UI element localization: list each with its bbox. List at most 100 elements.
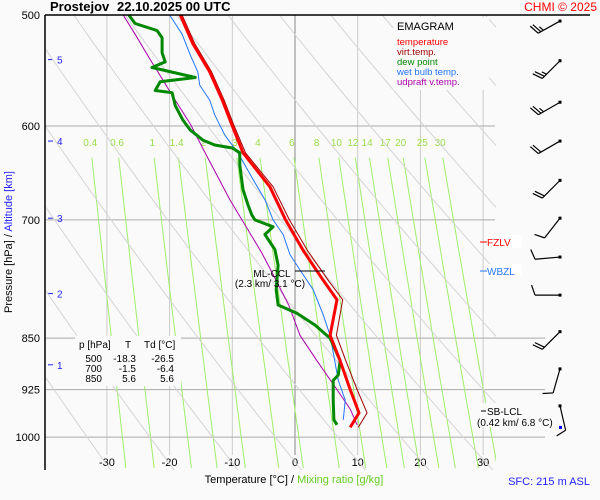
x-tick-label: 20: [414, 457, 426, 469]
altitude-label: Altitude [km]: [3, 171, 15, 232]
table-cell: -18.3: [113, 354, 136, 365]
barb-shaft: [544, 217, 561, 239]
barb-station-dot: [558, 216, 562, 220]
mixing-ratio-tick-label: 0.4: [83, 138, 97, 149]
x-tick-label: -30: [99, 457, 115, 469]
legend-updraft: udpraft v.temp.: [397, 77, 460, 88]
barb-shaft: [535, 256, 561, 260]
barb-station-dot: [558, 19, 562, 23]
barb-station-dot: [558, 100, 562, 104]
mixing-ratio-tick-label: 3: [232, 138, 238, 149]
legend-title: EMAGRAM: [397, 21, 454, 33]
barb-flag: [534, 71, 545, 77]
mixing-ratio-tick-label: 30: [435, 138, 447, 149]
wind-barb: [532, 59, 562, 79]
table-cell: 5.6: [122, 374, 136, 385]
table-header-td: Td [°C]: [144, 340, 175, 351]
barb-flag: [532, 192, 543, 199]
barb-flag: [556, 429, 566, 437]
barb-flag: [529, 146, 539, 155]
altitude-tick-label: 2: [57, 290, 63, 301]
wind-barb: [532, 330, 562, 350]
dry-adiabat: [330, 15, 496, 209]
mixing-ratio-tick-label: 4: [255, 138, 261, 149]
series-line-wet-bulb-temp: [169, 14, 346, 420]
series-line-dew-point: [127, 14, 342, 426]
dry-adiabat: [73, 15, 430, 470]
y-tick-label: 850: [22, 333, 40, 345]
mixing-ratio-tick-label: 10: [331, 138, 343, 149]
barb-shaft: [552, 368, 561, 394]
wind-barb: [556, 404, 567, 437]
wbzl-marker: WBZL: [480, 264, 522, 278]
ml-ccl-marker: ML-CCL (2.3 km/ 3.1 °C): [235, 269, 325, 290]
legend-dew-point: dew point: [397, 57, 438, 68]
barb-station-dot: [558, 367, 562, 371]
barb-flag: [539, 26, 544, 31]
barb-flag: [534, 190, 545, 197]
sb-lcl-detail: (0.42 km/ 6.8 °C): [477, 418, 553, 429]
barb-flag: [532, 73, 543, 79]
mixing-ratio-lines: 0.4 0.6 1 1.4 2 3 4 6 8 10 12 14 17 20 25 30: [83, 138, 496, 469]
legend-temperature: temperature: [397, 37, 448, 48]
dry-adiabat: [124, 15, 494, 470]
axis-separator: /: [3, 233, 15, 237]
barb-station-dot: [558, 330, 562, 334]
mixing-ratio-tick-label: 0.6: [110, 138, 124, 149]
table-cell: 850: [85, 374, 102, 385]
mixing-ratio-line: [402, 157, 456, 469]
table-cell: -1.5: [119, 364, 137, 375]
fzlv-label: FZLV: [487, 238, 511, 249]
mixing-ratio-tick-label: 12: [347, 138, 359, 149]
altitude-tick-label: 5: [57, 56, 63, 67]
mixing-ratio-tick-label: 2: [200, 138, 206, 149]
dry-adiabat: [381, 15, 496, 147]
x-axis-title: Temperature [°C] / Mixing ratio [g/kg]: [205, 474, 384, 486]
dry-adiabat: [46, 290, 175, 470]
altitude-tick-label: 3: [57, 214, 63, 225]
wind-barbs: [529, 19, 567, 437]
mixing-ratio-line: [178, 157, 218, 469]
mixing-ratio-label: Mixing ratio [g/kg]: [297, 474, 383, 486]
barb-station-dot: [558, 139, 562, 143]
sb-lcl-label: SB-LCL: [487, 407, 522, 418]
wind-barb: [529, 139, 562, 155]
mixing-ratio-line: [118, 157, 155, 469]
barb-flag: [542, 392, 554, 395]
table-cell: 700: [85, 364, 102, 375]
barb-station-dot: [558, 293, 562, 297]
altitude-tick-label: 4: [57, 137, 63, 148]
table-cell: -6.4: [157, 364, 175, 375]
mixing-ratio-line: [318, 157, 367, 469]
mixing-ratio-tick-label: 25: [417, 138, 429, 149]
dry-adiabat: [46, 206, 239, 470]
series-line-temperature: [178, 14, 361, 429]
barb-shaft: [541, 331, 561, 350]
ml-ccl-detail: (2.3 km/ 3.1 °C): [235, 279, 305, 290]
wbzl-label: WBZL: [487, 267, 515, 278]
y-tick-label: 500: [22, 10, 40, 22]
sb-lcl-marker: SB-LCL (0.42 km/ 6.8 °C): [476, 403, 556, 429]
x-tick-label: 10: [352, 457, 364, 469]
mixing-ratio-line: [424, 157, 479, 469]
barb-shaft: [541, 179, 561, 199]
table-header-p: p [hPa]: [79, 340, 111, 351]
dry-adiabat: [46, 377, 112, 470]
legend-virt-temp: virt.temp.: [397, 47, 436, 58]
barb-shaft: [559, 405, 567, 431]
barb-shaft: [537, 20, 561, 34]
pressure-label: Pressure [hPa]: [3, 240, 15, 313]
y-tick-label: 600: [22, 121, 40, 133]
wind-barb: [530, 284, 562, 297]
dry-adiabat: [175, 15, 496, 405]
barb-flag: [532, 24, 542, 33]
station-title: Prostejov: [50, 0, 110, 14]
y-tick-label: 1000: [16, 432, 40, 444]
wind-barb: [534, 216, 562, 239]
mixing-ratio-line: [369, 157, 420, 469]
barb-flag: [530, 284, 536, 296]
mixing-ratio-tick-label: 6: [289, 138, 295, 149]
dry-adiabat: [46, 48, 366, 470]
table-header-t: T: [125, 340, 131, 351]
dry-adiabat: [278, 15, 496, 272]
